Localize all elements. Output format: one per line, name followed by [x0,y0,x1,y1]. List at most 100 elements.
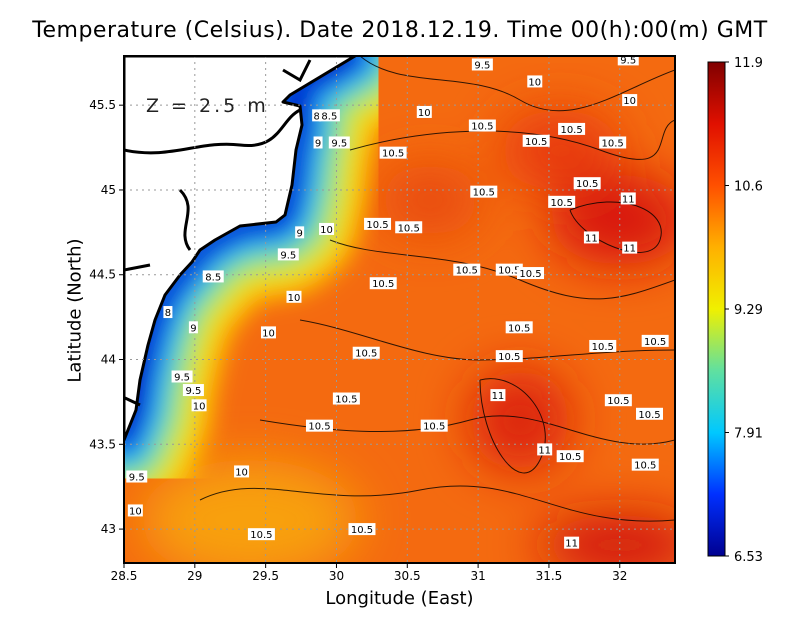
contour-label: 10 [127,504,143,517]
svg-text:10.5: 10.5 [607,396,629,407]
svg-text:8.5: 8.5 [321,111,337,122]
svg-text:10.5: 10.5 [398,223,420,234]
svg-text:10.5: 10.5 [592,342,614,353]
svg-text:10.5: 10.5 [471,122,493,133]
contour-label: 10.5 [468,119,496,133]
contour-label: 10.5 [369,277,397,290]
svg-text:10.5: 10.5 [366,220,388,231]
contour-label: 10.5 [556,450,584,463]
svg-text:10: 10 [193,401,206,412]
depth-label: Z = 2.5 m [146,95,269,117]
svg-text:11: 11 [585,233,598,244]
colorbar-label: 6.53 [734,550,763,565]
contour-label: 9.5 [182,384,204,397]
svg-text:10.5: 10.5 [423,422,445,433]
y-tick-label: 44 [101,353,116,367]
svg-text:10.5: 10.5 [638,410,660,421]
contour-label: 10.5 [332,392,360,406]
svg-text:8.5: 8.5 [205,272,221,283]
contour-label: 10.5 [599,136,627,149]
contour-label: 10.5 [364,217,392,231]
svg-text:10.5: 10.5 [508,323,530,334]
contour-label: 9.5 [471,58,493,71]
colorbar-label: 7.91 [734,427,763,442]
x-tick-label: 28.5 [111,569,138,583]
contour-label: 10.5 [522,134,550,148]
y-axis-label: Latitude (North) [64,238,86,383]
contour-label: 8.5 [318,109,340,122]
svg-text:10.5: 10.5 [335,395,357,406]
y-tick-label: 45 [101,183,116,197]
svg-text:10.5: 10.5 [644,337,666,348]
svg-text:9.5: 9.5 [620,55,636,66]
svg-text:11: 11 [492,391,505,402]
svg-text:10: 10 [235,467,248,478]
contour-label: 10.5 [517,267,545,280]
contour-label: 10.5 [352,346,380,360]
svg-text:8: 8 [313,111,319,122]
contour-label: 10.5 [305,419,333,433]
contour-label: 10 [234,465,250,478]
contour-label: 10.5 [348,523,376,536]
svg-text:10.5: 10.5 [602,138,624,149]
contour-label: 10.5 [495,350,523,363]
svg-text:10.5: 10.5 [498,266,520,277]
contour-label: 10.5 [548,195,576,209]
contour-label: 10.5 [558,122,586,136]
contour-label: 10.5 [247,528,275,541]
colorbar-label: 9.29 [734,303,763,318]
contour-label: 11 [564,536,580,550]
x-tick-label: 31 [470,569,485,583]
svg-text:10: 10 [320,225,333,236]
contour-label: 10.5 [631,458,659,472]
svg-text:10.5: 10.5 [498,352,520,363]
svg-text:10.5: 10.5 [355,349,377,360]
svg-text:10: 10 [418,108,431,119]
svg-text:10: 10 [528,77,541,88]
svg-text:9: 9 [315,138,321,149]
contour-label: 10 [286,290,302,304]
svg-text:9.5: 9.5 [474,60,490,71]
contour-label: 10 [260,326,276,339]
x-axis-label: Longitude (East) [325,588,474,609]
svg-text:11: 11 [538,445,551,456]
contour-label: 9.5 [277,248,299,261]
svg-text:10: 10 [129,506,142,517]
svg-text:11: 11 [623,244,636,255]
contour-label: 10.5 [604,394,632,407]
svg-text:10.5: 10.5 [519,269,541,280]
contour-label: 9 [313,136,323,149]
svg-text:9.5: 9.5 [185,386,201,397]
svg-text:10: 10 [623,96,636,107]
svg-text:10.5: 10.5 [634,461,656,472]
y-tick-label: 43 [101,522,116,536]
y-tick-label: 45.5 [89,98,116,112]
contour-label: 9.5 [171,370,193,383]
contour-label: 11 [620,192,636,205]
svg-text:10.5: 10.5 [372,279,394,290]
svg-text:10.5: 10.5 [551,198,573,209]
contour-label: 10 [622,94,638,107]
svg-text:10.5: 10.5 [308,422,330,433]
contour-label: 11 [622,241,638,255]
contour-label: 11 [537,443,553,456]
contour-label: 9 [188,321,198,334]
contour-label: 10.5 [636,407,664,421]
svg-text:10.5: 10.5 [525,137,547,148]
contour-label: 10 [416,105,432,119]
svg-text:10.5: 10.5 [351,525,373,536]
temperature-field: 9.5109.5101010.510.510.510.510.510.510.5… [124,55,675,563]
x-tick-label: 30 [329,569,344,583]
svg-text:10: 10 [288,293,301,304]
svg-text:10.5: 10.5 [382,149,404,160]
contour-label: 9.5 [328,136,350,149]
contour-label: 10.5 [395,221,423,234]
colorbar-label: 11.9 [734,56,763,71]
chart-title: Temperature (Celsius). Date 2018.12.19. … [32,18,768,43]
x-tick-label: 29 [187,569,202,583]
y-tick-label: 44.5 [89,268,116,282]
svg-text:10.5: 10.5 [559,452,581,463]
contour-label: 10.5 [420,419,448,433]
x-tick-label: 29.5 [252,569,279,583]
